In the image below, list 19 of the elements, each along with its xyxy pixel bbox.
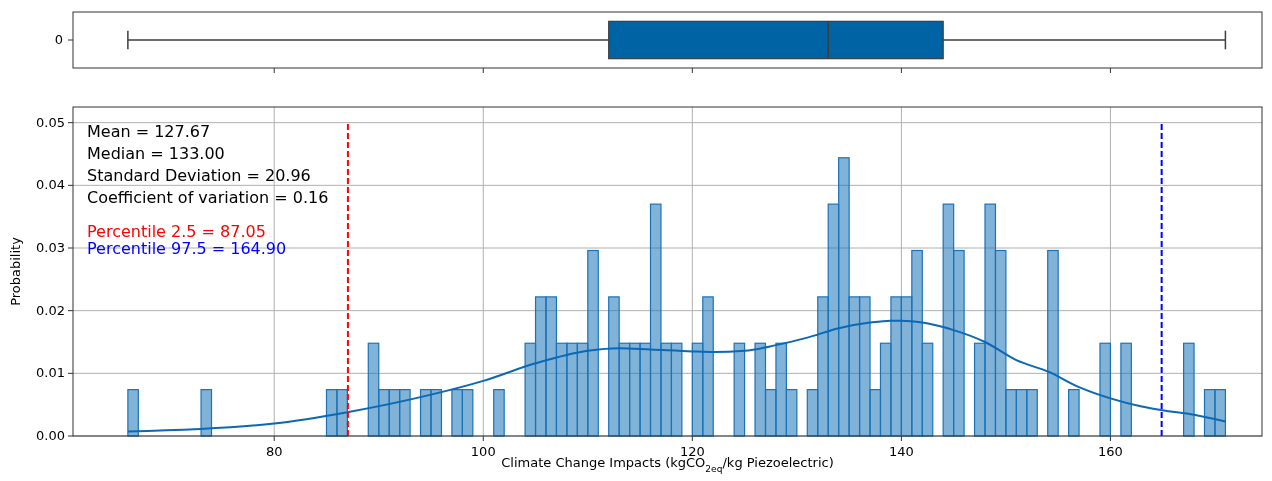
y-tick-label: 0.02 [36,302,65,318]
y-tick-label: 0.04 [36,177,65,193]
ref-line-label: Percentile 2.5 = 87.05 [87,222,266,241]
ref-line-label: Percentile 97.5 = 164.90 [87,239,287,258]
y-axis-title: Probability [8,236,23,306]
y-tick-label: 0 [54,32,63,47]
y-tick-label: 0.03 [36,240,65,255]
x-tick-label: 100 [470,444,496,459]
y-tick-label: 0.05 [36,114,65,130]
x-tick-label: 80 [265,444,283,459]
annotation: Mean = 127.67 [87,122,211,141]
x-tick-label: 160 [1098,444,1123,459]
x-tick-label: 140 [888,444,914,459]
annotation: Median = 133.00 [87,144,225,163]
line-series [126,319,1227,433]
y-tick-label: 0.00 [36,428,65,443]
y-tick-label: 0.01 [36,365,65,381]
annotation: Coefficient of variation = 0.16 [87,188,329,207]
annotation: Standard Deviation = 20.96 [87,166,311,185]
